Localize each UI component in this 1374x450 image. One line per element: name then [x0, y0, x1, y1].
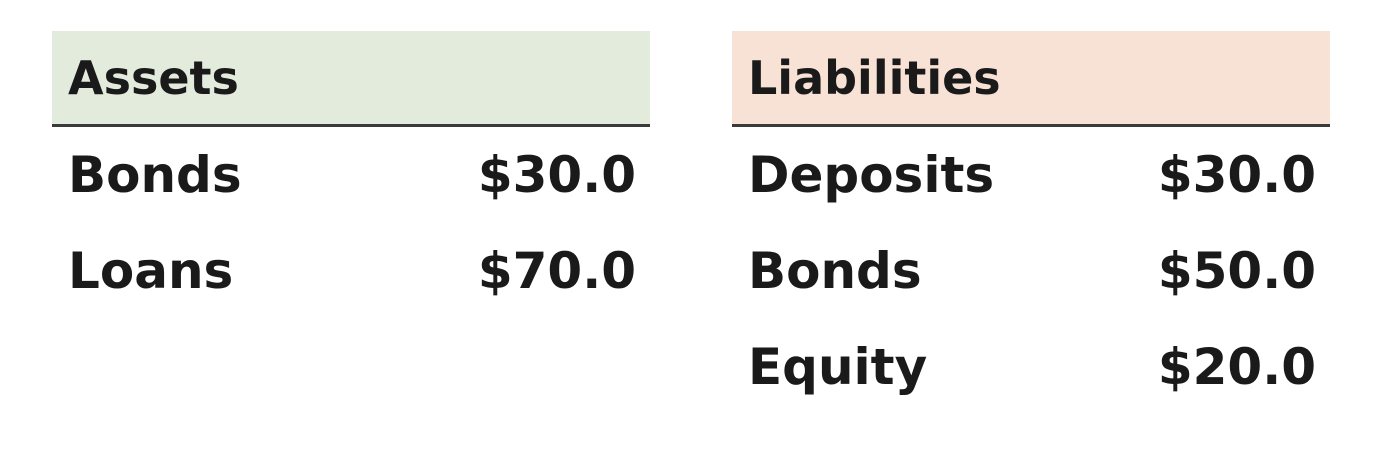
- liabilities-header: Liabilities: [732, 31, 1330, 127]
- assets-table: Assets Bonds $30.0 Loans $70.0: [52, 31, 650, 319]
- table-row: Loans $70.0: [52, 223, 650, 319]
- row-value: $20.0: [1157, 338, 1316, 396]
- row-label: Equity: [748, 338, 928, 396]
- row-value: $30.0: [477, 146, 636, 204]
- row-label: Bonds: [748, 242, 922, 300]
- table-row: Bonds $30.0: [52, 127, 650, 223]
- table-row: Deposits $30.0: [732, 127, 1330, 223]
- table-row: Equity $20.0: [732, 319, 1330, 415]
- assets-title: Assets: [68, 50, 239, 105]
- row-label: Deposits: [748, 146, 995, 204]
- table-row: Bonds $50.0: [732, 223, 1330, 319]
- assets-header: Assets: [52, 31, 650, 127]
- liabilities-table: Liabilities Deposits $30.0 Bonds $50.0 E…: [732, 31, 1330, 415]
- row-value: $30.0: [1157, 146, 1316, 204]
- liabilities-title: Liabilities: [748, 50, 1001, 105]
- row-label: Loans: [68, 242, 234, 300]
- row-value: $50.0: [1157, 242, 1316, 300]
- row-label: Bonds: [68, 146, 242, 204]
- row-value: $70.0: [477, 242, 636, 300]
